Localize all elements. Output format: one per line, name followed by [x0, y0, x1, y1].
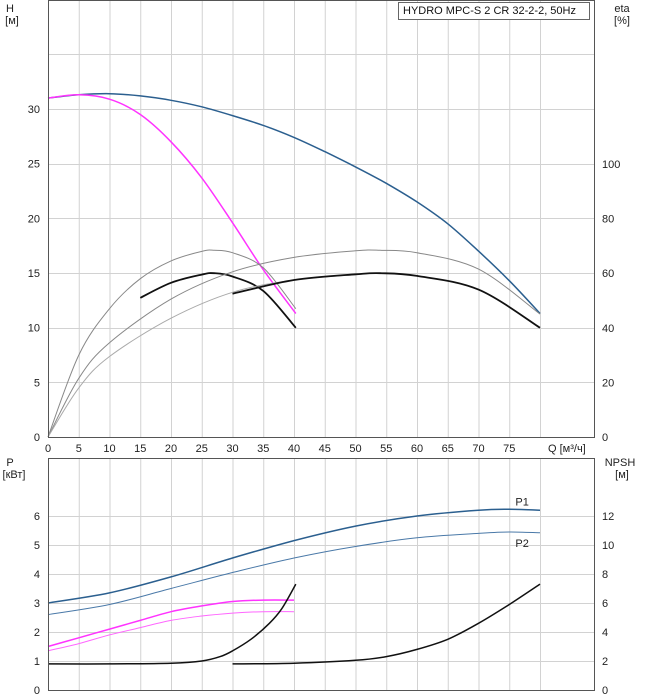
top-y-tick-label: 5	[34, 377, 40, 389]
top-series-line	[47, 92, 541, 315]
top-y2-axis-title: eta	[614, 3, 630, 15]
x-tick-label: 0	[45, 443, 51, 455]
bottom-y-tick-label: 3	[34, 598, 40, 610]
top-y2-tick-label: 40	[602, 323, 614, 335]
top-series-line	[47, 94, 297, 314]
top-plot-frame	[48, 0, 595, 438]
bottom-y2-tick-label: 6	[602, 598, 608, 610]
chart-title: HYDRO MPC-S 2 CR 32-2-2, 50Hz	[403, 5, 576, 17]
bottom-y2-tick-label: 0	[602, 685, 608, 697]
plot-frames	[48, 0, 595, 691]
bottom-series-line	[232, 583, 541, 665]
bottom-series-line	[47, 531, 541, 616]
x-tick-label: 50	[349, 443, 361, 455]
bottom-y-axis-title: P	[6, 457, 13, 469]
x-tick-label: 55	[380, 443, 392, 455]
series-label-p1: P1	[515, 496, 528, 508]
x-tick-label: 60	[411, 443, 423, 455]
top-y2-tick-label: 20	[602, 377, 614, 389]
top-y-tick-label: 15	[28, 268, 40, 280]
bottom-series-line	[47, 599, 295, 648]
top-plot-series	[47, 92, 541, 438]
bottom-y2-tick-label: 4	[602, 627, 608, 639]
bottom-y-tick-label: 4	[34, 569, 40, 581]
top-y-axis-title: H	[6, 3, 14, 15]
x-tick-label: 35	[257, 443, 269, 455]
bottom-y2-axis-title: NPSH	[605, 457, 636, 469]
top-y2-axis-unit: [%]	[614, 15, 630, 27]
top-series-line	[47, 249, 541, 438]
x-tick-label: 10	[103, 443, 115, 455]
top-y2-tick-label: 100	[602, 159, 620, 171]
chart-title-box: HYDRO MPC-S 2 CR 32-2-2, 50Hz	[398, 2, 590, 20]
x-tick-label: 40	[288, 443, 300, 455]
bottom-plot-grid	[48, 458, 594, 690]
top-plot-grid	[48, 0, 594, 437]
top-series-line	[47, 249, 297, 438]
series-label-p2: P2	[515, 538, 528, 550]
bottom-y-tick-label: 5	[34, 540, 40, 552]
bottom-y-axis-unit: [кВт]	[3, 469, 26, 481]
x-tick-label: 5	[76, 443, 82, 455]
bottom-y2-tick-label: 12	[602, 511, 614, 523]
bottom-y-tick-label: 2	[34, 627, 40, 639]
x-tick-label: 20	[165, 443, 177, 455]
bottom-series-line	[47, 583, 297, 665]
top-y-tick-label: 30	[28, 104, 40, 116]
bottom-plot-series	[47, 508, 541, 665]
top-y2-tick-label: 80	[602, 214, 614, 226]
bottom-y2-tick-label: 10	[602, 540, 614, 552]
bottom-plot-frame	[48, 458, 595, 691]
x-axis-label: Q [м³/ч]	[548, 443, 586, 455]
top-y-tick-label: 0	[34, 432, 40, 444]
x-tick-label: 45	[319, 443, 331, 455]
x-tick-label: 65	[442, 443, 454, 455]
top-series-line	[232, 272, 541, 329]
top-y-axis-unit: [м]	[5, 15, 19, 27]
bottom-y2-axis-unit: [м]	[615, 469, 629, 481]
bottom-y-tick-label: 6	[34, 511, 40, 523]
x-tick-label: 30	[226, 443, 238, 455]
top-y-tick-label: 10	[28, 323, 40, 335]
bottom-series-line	[47, 611, 295, 652]
bottom-y-tick-label: 1	[34, 656, 40, 668]
x-tick-label: 15	[134, 443, 146, 455]
bottom-series-line	[47, 508, 541, 604]
x-tick-label: 25	[196, 443, 208, 455]
top-series-line	[139, 272, 297, 329]
x-tick-label: 70	[472, 443, 484, 455]
top-y2-tick-label: 0	[602, 432, 608, 444]
bottom-y2-tick-label: 8	[602, 569, 608, 581]
top-y2-tick-label: 60	[602, 268, 614, 280]
top-y-tick-label: 25	[28, 159, 40, 171]
bottom-y-tick-label: 0	[34, 685, 40, 697]
x-tick-label: 75	[503, 443, 515, 455]
top-y-tick-label: 20	[28, 213, 40, 225]
bottom-y2-tick-label: 2	[602, 656, 608, 668]
